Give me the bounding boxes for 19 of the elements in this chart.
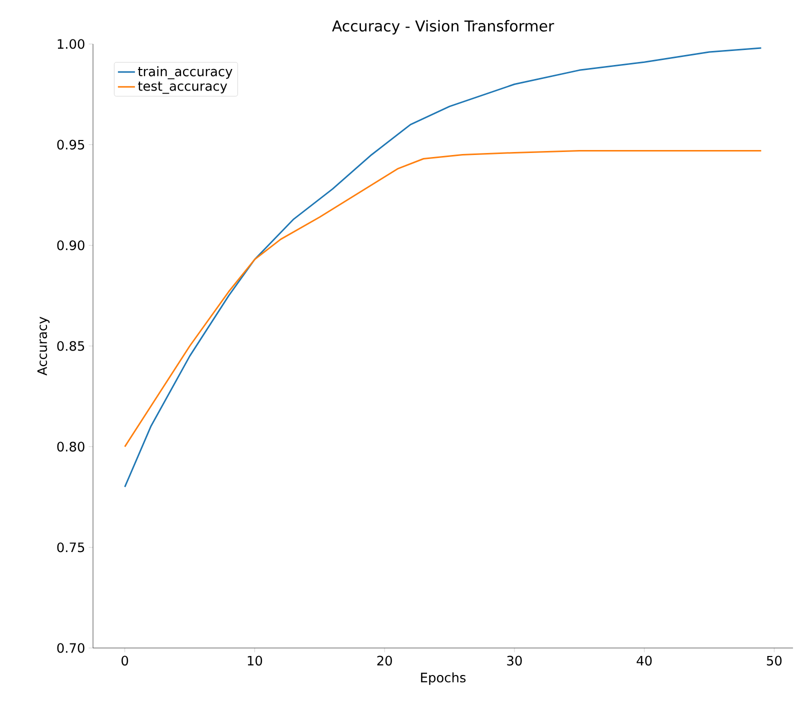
legend-label: test_accuracy	[138, 82, 228, 94]
line-series	[124, 47, 762, 488]
x-tick-label: 0	[122, 656, 128, 666]
x-tick-label: 30	[507, 656, 522, 666]
x-tick-label: 40	[636, 656, 652, 666]
x-tick-label: 20	[377, 656, 392, 666]
x-tick-label: 50	[766, 656, 782, 666]
chart-title: Accuracy - Vision Transformer	[332, 20, 554, 34]
y-tick-label: 0.70	[57, 643, 84, 653]
y-tick-label: 0.80	[57, 442, 84, 452]
x-axis-title: Epochs	[421, 672, 466, 685]
y-tick-label: 0.95	[57, 140, 84, 150]
y-tick-label: 1.00	[58, 39, 84, 49]
y-tick-label: 0.75	[57, 542, 84, 552]
y-axis-title: Accuracy	[37, 316, 50, 376]
y-tick-label: 0.90	[57, 240, 84, 250]
legend-label: train_accuracy	[138, 66, 232, 80]
y-tick-label: 0.85	[57, 341, 84, 351]
x-tick-label: 10	[248, 656, 262, 666]
